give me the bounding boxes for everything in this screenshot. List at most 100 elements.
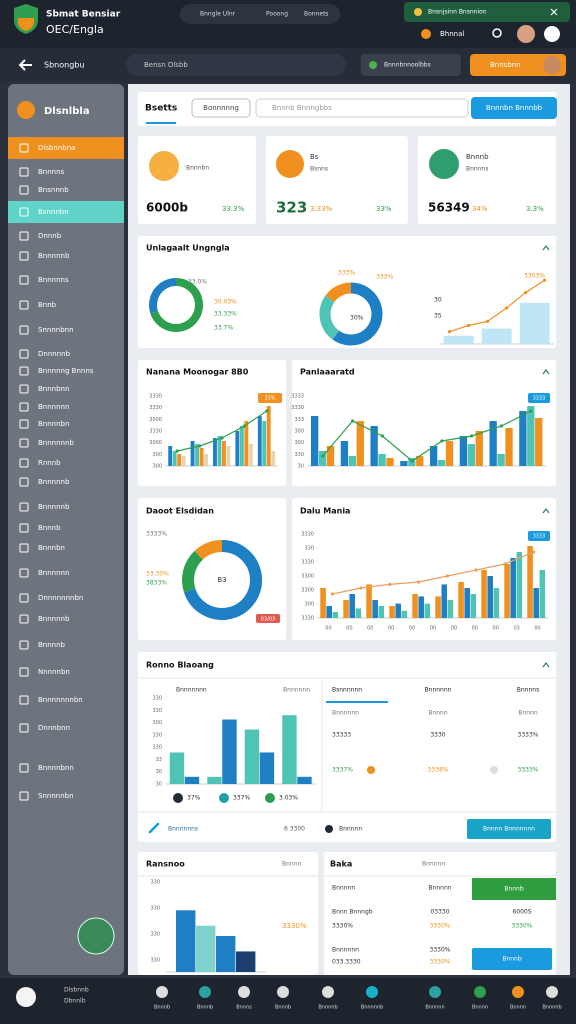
bar: [535, 418, 543, 466]
label[interactable]: Bnnnn: [282, 861, 302, 868]
search-box[interactable]: [126, 54, 346, 76]
sidebar-item[interactable]: Bnnnnb: [38, 641, 66, 649]
label: Bnnnbn Bnnnbb: [486, 104, 543, 112]
y-tick-label: 330: [150, 932, 160, 938]
bar: [355, 608, 362, 618]
label: 3333: [533, 534, 546, 540]
nav-item[interactable]: Bnnnb: [197, 1005, 213, 1011]
nav-item[interactable]: Bnnnn: [510, 1005, 526, 1011]
bar: [168, 446, 173, 466]
bar: [372, 600, 378, 618]
label[interactable]: Bhnnal: [440, 30, 464, 38]
collapse-icon[interactable]: [542, 662, 550, 668]
sidebar-item[interactable]: Dnnnb: [38, 232, 62, 240]
sidebar-item[interactable]: Bnnnbnn: [38, 385, 69, 393]
label: Unlagaalt Ungngla: [146, 244, 230, 253]
table-header[interactable]: Bsnnnnnn: [332, 687, 362, 694]
label: Panlaaaratd: [300, 368, 355, 377]
sidebar-item[interactable]: Bnnnnng Bnnns: [38, 367, 94, 375]
legend-label: 337%: [233, 795, 250, 802]
table-header[interactable]: Bnnnns: [517, 687, 539, 694]
sidebar-item[interactable]: Bnnb: [38, 301, 57, 309]
nav-item[interactable]: Bnnnb: [154, 1005, 170, 1011]
filter-button[interactable]: [361, 54, 461, 76]
sidebar-item[interactable]: Bnnnns: [38, 168, 65, 176]
sidebar-item[interactable]: Snnnnnbn: [38, 792, 74, 800]
label: Bnnnbnnoolbbs: [384, 62, 431, 69]
bottom-button[interactable]: [472, 948, 552, 970]
sidebar-item[interactable]: Bnnnb: [38, 524, 61, 532]
table-cell: 3330%: [430, 947, 451, 954]
bar: [519, 302, 550, 344]
collapse-icon[interactable]: [542, 508, 550, 514]
label[interactable]: Bnnnnnns: [168, 826, 198, 833]
label: 33.3%: [222, 205, 245, 213]
sidebar-item[interactable]: Bnsnnnb: [38, 186, 69, 194]
label[interactable]: Bnngle Ulnr: [200, 11, 236, 18]
toast-close[interactable]: [550, 8, 558, 16]
nav-item[interactable]: Bnnnnnb: [361, 1005, 383, 1011]
bar: [416, 456, 424, 466]
y-tick-label: 330: [304, 546, 314, 552]
sidebar-item[interactable]: Bnnnnnb: [38, 503, 70, 511]
label[interactable]: Bnnnnn: [422, 861, 445, 868]
bar: [239, 426, 244, 466]
tab[interactable]: [191, 98, 251, 118]
label: 3.33%: [310, 205, 333, 213]
nav-item[interactable]: Bnnnnb: [318, 1005, 337, 1011]
sidebar-item[interactable]: Bnnnnnb: [38, 252, 70, 260]
bar: [199, 448, 204, 466]
table-header[interactable]: Bnnnnnn: [425, 687, 452, 694]
sidebar-item[interactable]: Bsnnnbn: [38, 208, 69, 216]
nav-item[interactable]: Bnnnnb: [542, 1005, 561, 1011]
sidebar-item[interactable]: Bnnnnnnb: [38, 439, 74, 447]
sidebar-item[interactable]: Bnnnbn: [38, 544, 65, 552]
sidebar-item[interactable]: Bnnnnnb: [38, 478, 70, 486]
donut-segment: [325, 282, 352, 303]
sidebar-item[interactable]: Dnnnnnnnbn: [38, 594, 83, 602]
sidebar-item[interactable]: Bnnnnnn: [38, 403, 69, 411]
trend-line: [449, 279, 545, 333]
label[interactable]: Bonnets: [304, 11, 329, 18]
label[interactable]: Bsetts: [145, 104, 177, 114]
sidebar-item[interactable]: Bnnnnns: [38, 276, 69, 284]
label: Bnnnn Bnnnnnnn: [483, 826, 535, 833]
collapse-icon[interactable]: [542, 369, 550, 375]
primary-button[interactable]: [471, 97, 557, 119]
bar: [318, 451, 327, 466]
sidebar-item[interactable]: Dnnnnnb: [38, 350, 71, 358]
sidebar-item[interactable]: Bnnnnnb: [38, 615, 70, 623]
bar: [244, 729, 260, 784]
trend-point: [470, 434, 474, 438]
nav-item[interactable]: Bnnnnn: [425, 1005, 444, 1011]
bar: [244, 421, 249, 466]
sidebar-item[interactable]: Bnnnnnnnbn: [38, 696, 83, 704]
label[interactable]: Pooong: [266, 11, 288, 18]
y-tick-label: 3330: [291, 405, 304, 411]
collapse-icon[interactable]: [542, 245, 550, 251]
sidebar-active: [8, 201, 124, 223]
table-cell: 3330%: [332, 923, 353, 930]
main-search[interactable]: [255, 98, 469, 118]
sidebar-active: [8, 137, 124, 159]
sidebar-item[interactable]: Bnnnnnn: [38, 569, 69, 577]
nav-item[interactable]: Bnnnb: [275, 1005, 291, 1011]
label[interactable]: Bonnnnng: [203, 104, 239, 112]
nav-icon: [238, 986, 250, 998]
sidebar-item[interactable]: Rnnnb: [38, 459, 61, 467]
sidebar-item[interactable]: Dlsbnnbna: [38, 144, 75, 152]
table-button[interactable]: [467, 819, 551, 839]
trend-point: [380, 434, 384, 438]
back-arrow[interactable]: [18, 59, 32, 71]
nav-item[interactable]: Bnnns: [236, 1005, 252, 1011]
sidebar-item[interactable]: Dnnnbnn: [38, 724, 70, 732]
sidebar-item[interactable]: Bnnnnbnn: [38, 764, 74, 772]
bar: [207, 776, 222, 784]
trend-point: [265, 409, 269, 413]
sidebar-item[interactable]: Snnnnbnn: [38, 326, 74, 334]
nav-item[interactable]: Bnnnn: [472, 1005, 488, 1011]
action-button[interactable]: [470, 54, 566, 76]
bar: [489, 421, 497, 466]
sidebar-item[interactable]: Nnnnnbn: [38, 668, 70, 676]
sidebar-item[interactable]: Bnnnnbn: [38, 420, 69, 428]
